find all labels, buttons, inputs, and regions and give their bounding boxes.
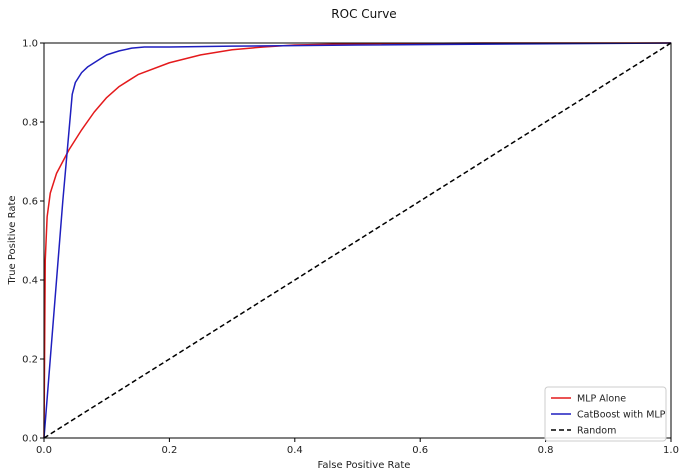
y-tick-label-1: 0.2 (22, 355, 38, 366)
legend-label-2: Random (577, 426, 616, 437)
axes-frame (43, 42, 672, 439)
series-line-2 (43, 42, 672, 439)
chart-title: ROC Curve (331, 7, 396, 21)
y-tick-label-4: 0.8 (22, 118, 38, 129)
legend-label-1: CatBoost with MLP (577, 410, 666, 421)
y-tick-label-0: 0.0 (22, 434, 38, 445)
legend-label-0: MLP Alone (577, 394, 626, 405)
y-tick-label-2: 0.4 (22, 276, 38, 287)
x-axis-title: False Positive Rate (318, 460, 411, 471)
x-tick-label-3: 0.6 (412, 445, 428, 456)
y-axis-title: True Positive Rate (7, 195, 18, 285)
plot-area: 0.0 0.2 0.4 0.6 0.8 1.0 0.0 0.2 0.4 0.6 0.8 1.0 MLP … (22, 39, 679, 457)
y-tick-label-3: 0.6 (22, 197, 38, 208)
x-tick-label-5: 1.0 (663, 445, 679, 456)
x-tick-label-1: 0.2 (161, 445, 177, 456)
legend-box (544, 386, 667, 442)
y-tick-label-5: 1.0 (22, 39, 38, 50)
x-tick-label-0: 0.0 (36, 445, 52, 456)
x-tick-label-4: 0.8 (538, 445, 554, 456)
series-line-1 (43, 42, 672, 439)
x-tick-label-2: 0.4 (287, 445, 303, 456)
